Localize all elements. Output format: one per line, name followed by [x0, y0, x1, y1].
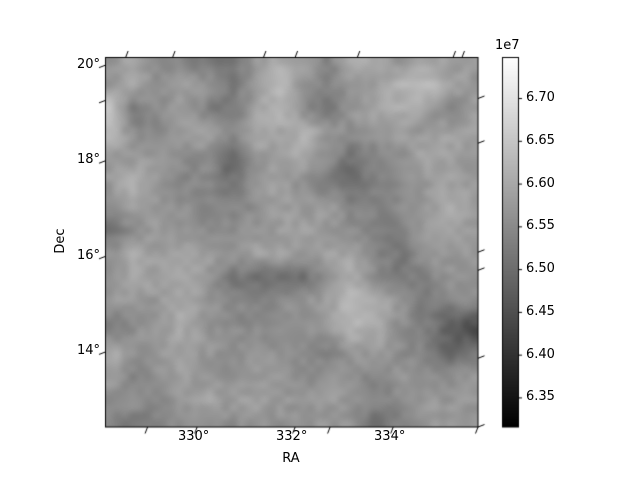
colorbar-tick-label: 6.70: [526, 90, 555, 106]
x-tick-label: 332°: [276, 429, 308, 444]
colorbar-tick-label: 6.40: [526, 346, 555, 362]
x-tick-label: 334°: [374, 429, 406, 444]
colorbar-tick-label: 6.60: [526, 175, 555, 191]
colorbar-offset-label: 1e7: [495, 38, 520, 53]
colorbar-tick-label: 6.55: [526, 218, 555, 234]
x-tick-label: 330°: [177, 429, 210, 444]
colorbar-tick-label: 6.45: [526, 303, 555, 319]
y-tick-label: 16°: [76, 247, 100, 263]
x-axis-label: RA: [282, 451, 300, 466]
colorbar-tick-label: 6.50: [526, 261, 555, 277]
y-tick-label: 20°: [76, 56, 100, 72]
y-tick-label: 14°: [76, 343, 100, 359]
colorbar-tick-label: 6.65: [526, 132, 555, 148]
y-tick-label: 18°: [76, 152, 100, 168]
colorbar-tick-label: 6.35: [526, 389, 555, 405]
